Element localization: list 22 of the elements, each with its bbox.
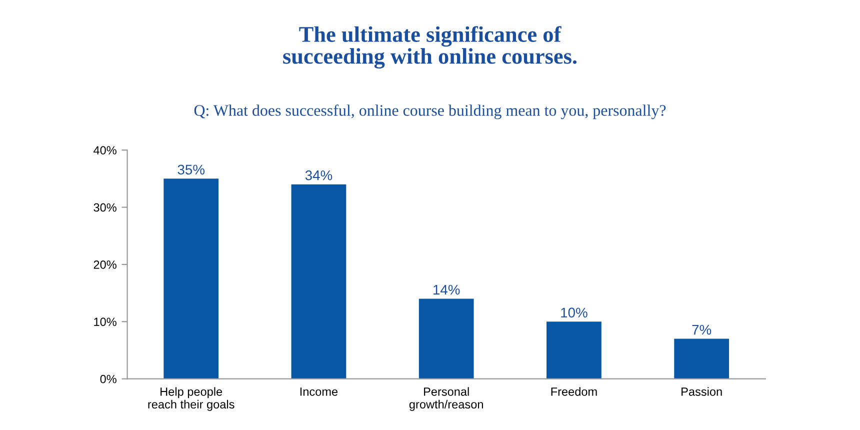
y-tick-label: 10% (94, 318, 116, 326)
bar (674, 338, 730, 379)
data-label: 35% (178, 164, 204, 175)
bar (164, 178, 219, 379)
data-label: 7% (692, 324, 712, 335)
x-tick-label: Freedom (551, 387, 597, 396)
y-tick-label: 30% (94, 203, 116, 212)
x-tick-label: Personal growth/reason (409, 387, 483, 411)
y-tick-label: 40% (94, 146, 116, 154)
x-tick-label: Passion (682, 387, 722, 396)
x-tick-label: Income (300, 388, 338, 396)
x-tick-label: Help people reach their goals (148, 387, 234, 411)
bar (546, 322, 602, 379)
bar (418, 298, 474, 379)
chart-subtitle: Q: What does successful, online course building mean to you, personally? (194, 104, 666, 120)
y-tick-label: 0% (100, 374, 116, 384)
data-label: 14% (434, 284, 460, 295)
y-tick-label: 20% (94, 260, 116, 269)
chart-title: The ultimate significance of succeeding with online courses. (283, 26, 577, 69)
data-label: 34% (305, 170, 332, 180)
bar (291, 184, 346, 379)
data-label: 10% (561, 308, 588, 318)
